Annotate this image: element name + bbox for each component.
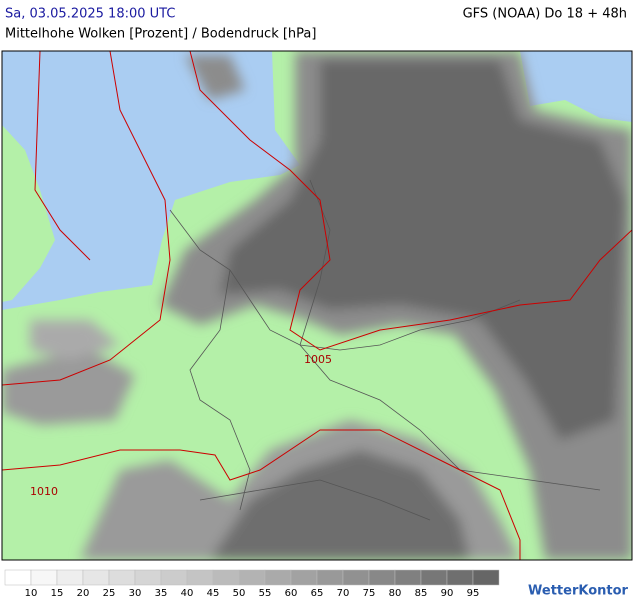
great-britain — [2, 125, 55, 302]
legend-swatch — [238, 569, 266, 586]
legend-swatch — [290, 569, 318, 586]
legend-label: 60 — [285, 588, 298, 599]
clouds — [2, 51, 632, 560]
legend-swatch — [30, 569, 58, 586]
legend-label: 70 — [337, 588, 350, 599]
legend-label: 90 — [441, 588, 454, 599]
legend-label: 45 — [207, 588, 220, 599]
legend-swatch — [160, 569, 188, 586]
model-run: GFS (NOAA) Do 18 + 48h — [463, 7, 627, 22]
legend-swatch — [134, 569, 162, 586]
isobar-label: 1005 — [304, 353, 332, 366]
map: 1005 1010 — [2, 51, 632, 560]
legend-swatch — [186, 569, 214, 586]
legend-swatch — [472, 569, 500, 586]
legend-swatch — [212, 569, 240, 586]
legend-label: 95 — [467, 588, 480, 599]
legend-swatch — [394, 569, 422, 586]
legend-label: 30 — [129, 588, 142, 599]
legend-label: 35 — [155, 588, 168, 599]
legend-swatch — [446, 569, 474, 586]
isobars — [2, 51, 632, 560]
legend-swatch — [4, 569, 32, 586]
legend-swatch — [264, 569, 292, 586]
baltic-sea — [520, 51, 632, 122]
legend-label: 15 — [51, 588, 64, 599]
legend-label: 65 — [311, 588, 324, 599]
legend-label: 50 — [233, 588, 246, 599]
legend-swatch — [420, 569, 448, 586]
legend-label: 40 — [181, 588, 194, 599]
legend-swatch — [368, 569, 396, 586]
legend-swatch — [82, 569, 110, 586]
subtitle: Mittelhohe Wolken [Prozent] / Bodendruck… — [5, 27, 316, 42]
legend-label: 10 — [25, 588, 38, 599]
legend-swatch — [316, 569, 344, 586]
legend-label: 80 — [389, 588, 402, 599]
isobar-label: 1010 — [30, 485, 58, 498]
datetime: Sa, 03.05.2025 18:00 UTC — [5, 7, 175, 22]
legend-swatch — [108, 569, 136, 586]
legend-swatch — [56, 569, 84, 586]
legend-label: 25 — [103, 588, 116, 599]
borders — [169, 179, 601, 521]
legend-label: 85 — [415, 588, 428, 599]
legend: 10 15 20 25 30 35 40 45 50 55 60 65 70 75 80 85 90 95 — [4, 569, 500, 599]
legend-label: 55 — [259, 588, 272, 599]
legend-label: 75 — [363, 588, 376, 599]
legend-label: 20 — [77, 588, 90, 599]
legend-swatch — [342, 569, 370, 586]
map-frame — [1, 50, 633, 561]
brand: WetterKontor — [528, 584, 629, 599]
